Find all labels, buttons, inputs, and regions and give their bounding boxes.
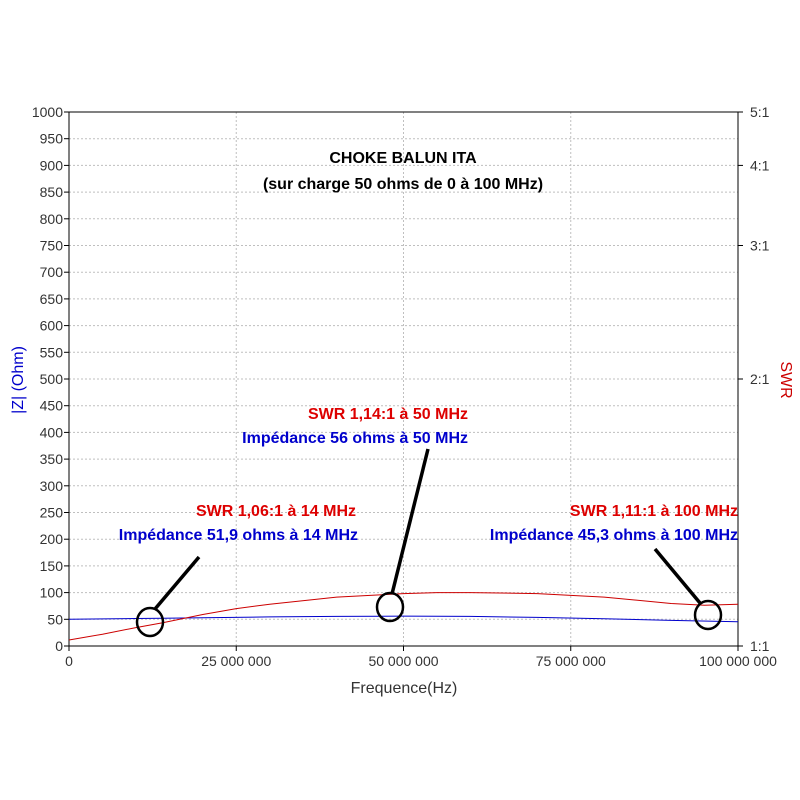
x-tick-label: 50 000 000 (368, 653, 438, 669)
y-left-tick-label: 200 (40, 531, 64, 547)
y-right-axis-label: SWR (777, 361, 794, 398)
marker-circle-14mhz (135, 606, 165, 638)
y-left-tick-label: 750 (40, 238, 64, 254)
y-left-tick-label: 1000 (32, 104, 63, 120)
x-tick-label: 0 (65, 653, 73, 669)
annotation-impedance-14mhz: Impédance 51,9 ohms à 14 MHz (119, 527, 358, 544)
impedance-series-line (68, 615, 739, 623)
y-left-tick-label: 650 (40, 291, 64, 307)
y-right-tick-label: 3:1 (750, 238, 770, 254)
y-right-tick-label: 4:1 (750, 157, 770, 173)
annotation-swr-100mhz: SWR 1,11:1 à 100 MHz (570, 503, 738, 520)
x-tick-label: 25 000 000 (201, 653, 271, 669)
y-left-tick-label: 250 (40, 505, 64, 521)
y-left-axis-ticks: 0 50 100 150 200 250 300 350 400 450 500 550 600 650 7… (32, 104, 69, 654)
callout-line-14mhz (153, 555, 201, 611)
callout-line-100mhz (653, 547, 702, 605)
y-left-tick-label: 450 (40, 398, 64, 414)
annotation-impedance-100mhz: Impédance 45,3 ohms à 100 MHz (490, 527, 738, 544)
chart-title: CHOKE BALUN ITA (329, 150, 477, 167)
y-left-tick-label: 50 (47, 611, 63, 627)
y-right-tick-label: 5:1 (750, 104, 770, 120)
series-layer (68, 592, 739, 641)
annotation-100mhz: SWR 1,11:1 à 100 MHz Impédance 45,3 ohms… (490, 503, 738, 631)
annotation-50mhz: SWR 1,14:1 à 50 MHz Impédance 56 ohms à … (242, 406, 468, 623)
y-left-tick-label: 550 (40, 344, 64, 360)
y-left-tick-label: 100 (40, 585, 64, 601)
annotation-14mhz: SWR 1,06:1 à 14 MHz Impédance 51,9 ohms … (119, 503, 358, 638)
y-left-tick-label: 800 (40, 211, 64, 227)
y-left-tick-label: 850 (40, 184, 64, 200)
y-left-tick-label: 400 (40, 424, 64, 440)
y-left-tick-label: 500 (40, 371, 64, 387)
x-tick-label: 100 000 000 (699, 653, 777, 669)
y-left-tick-label: 150 (40, 558, 64, 574)
y-left-tick-label: 700 (40, 264, 64, 280)
annotation-swr-50mhz: SWR 1,14:1 à 50 MHz (308, 406, 468, 423)
y-right-axis-ticks: 1:1 2:1 3:1 4:1 5:1 (738, 104, 770, 654)
callout-line-50mhz (390, 448, 430, 595)
y-left-tick-label: 350 (40, 451, 64, 467)
marker-circle-100mhz (693, 599, 723, 631)
annotation-swr-14mhz: SWR 1,06:1 à 14 MHz (196, 503, 356, 520)
y-right-tick-label: 2:1 (750, 371, 770, 387)
x-axis-ticks: 0 25 000 000 50 000 000 75 000 000 100 000 0… (65, 646, 777, 669)
y-left-tick-label: 600 (40, 318, 64, 334)
y-right-tick-label: 1:1 (750, 638, 770, 654)
x-axis-label: Frequence(Hz) (351, 680, 458, 697)
y-left-tick-label: 0 (55, 638, 63, 654)
x-tick-label: 75 000 000 (536, 653, 606, 669)
annotation-impedance-50mhz: Impédance 56 ohms à 50 MHz (242, 430, 468, 447)
marker-circle-50mhz (375, 591, 405, 623)
y-left-tick-label: 950 (40, 131, 64, 147)
y-left-tick-label: 300 (40, 478, 64, 494)
y-left-axis-label: |Z| (Ohm) (10, 346, 27, 414)
swr-series-line (68, 592, 739, 641)
y-left-tick-label: 900 (40, 157, 64, 173)
chart-subtitle: (sur charge 50 ohms de 0 à 100 MHz) (263, 176, 543, 193)
